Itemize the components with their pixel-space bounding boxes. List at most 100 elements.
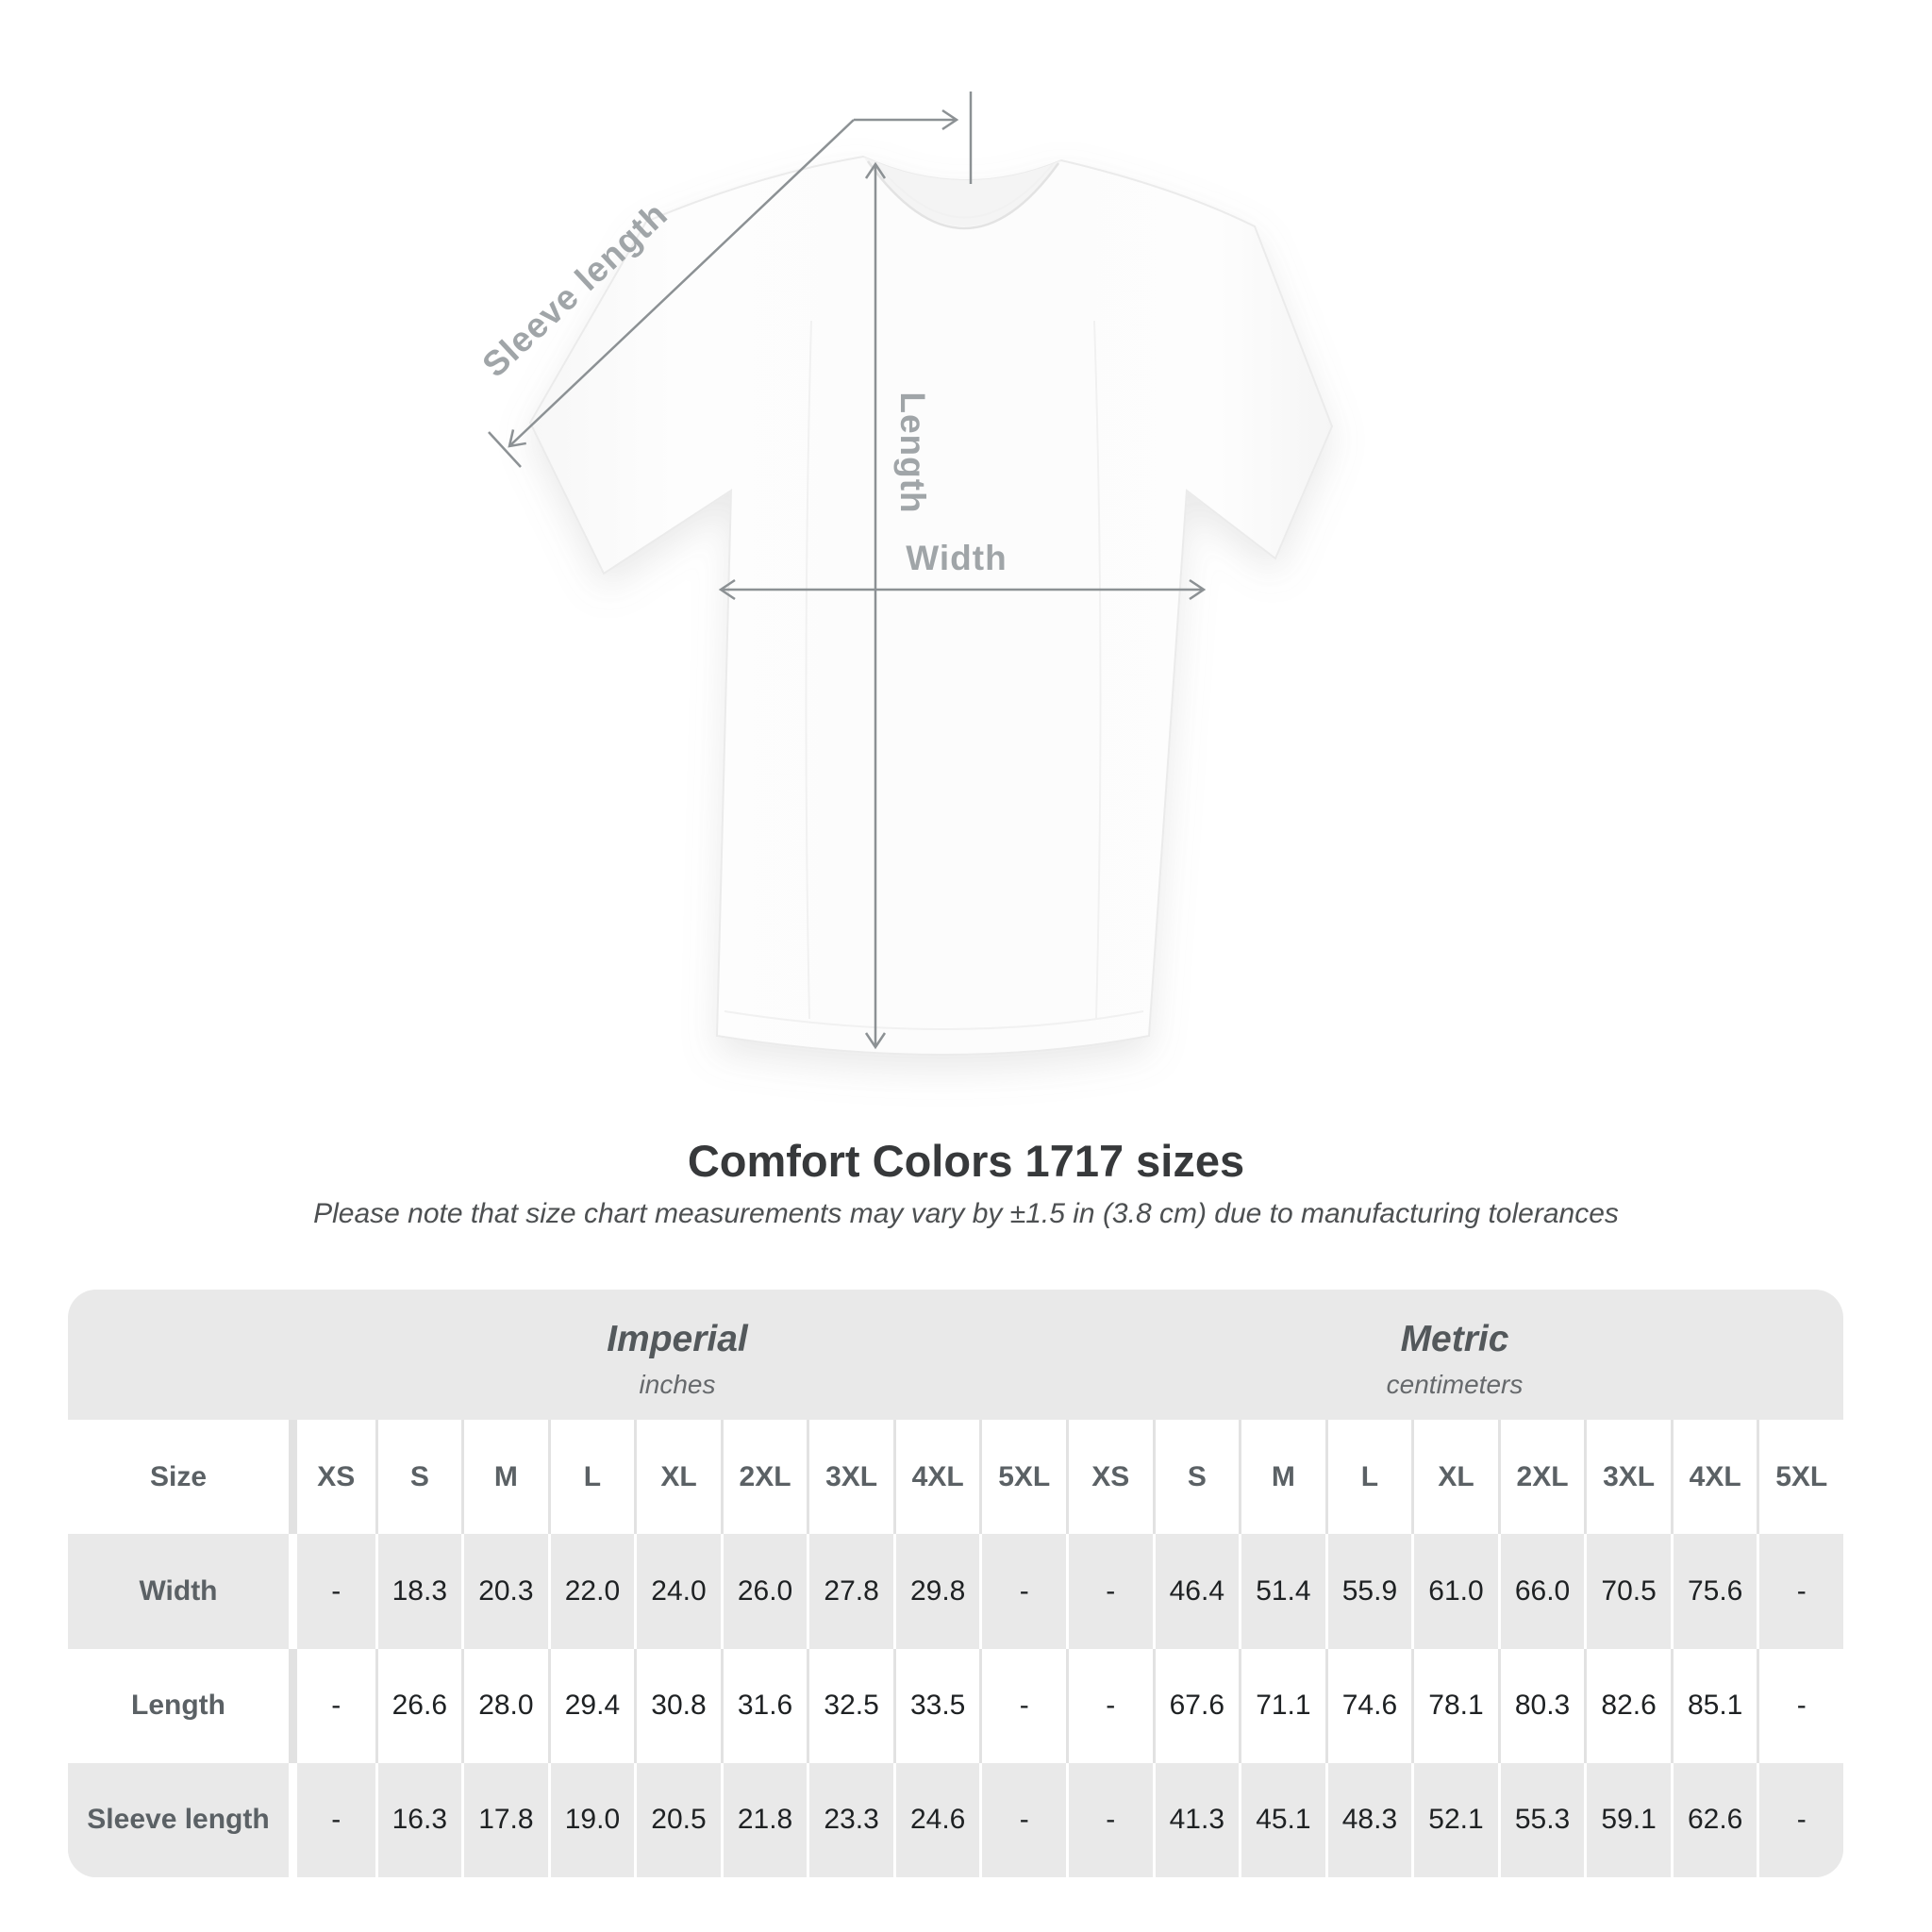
imperial-value-cell: 27.8 [807,1534,893,1649]
imperial-value-cell: 20.3 [461,1534,548,1649]
collar-band-seam [866,160,1060,230]
unit-group-headers: Imperial inches Metric centimeters [68,1290,1843,1420]
imperial-value-cell: 28.0 [461,1648,548,1763]
tshirt-measurement-diagram: Sleeve length Length Width [475,92,1334,1056]
metric-label: Metric [1400,1319,1509,1359]
metric-value-cell: 55.3 [1497,1762,1585,1877]
collar-inner-line [874,161,1054,219]
imperial-value-cell: - [979,1648,1066,1763]
imperial-group-header: Imperial inches [289,1309,1066,1400]
metric-size-header: L [1324,1420,1412,1535]
metric-value-cell: 55.9 [1324,1534,1412,1649]
imperial-value-cell: - [979,1534,1066,1649]
metric-value-cell: 48.3 [1324,1762,1412,1877]
sleeve-length-arrow [508,119,855,448]
imperial-value-cell: - [289,1534,375,1649]
imperial-value-cell: 26.0 [720,1534,808,1649]
imperial-value-cell: 24.6 [892,1762,980,1877]
metric-value-cell: 82.6 [1584,1648,1671,1763]
imperial-value-cell: 31.6 [720,1648,808,1763]
imperial-value-cell: 24.0 [634,1534,721,1649]
metric-value-cell: 67.6 [1152,1648,1240,1763]
row-label: Width [68,1534,289,1649]
metric-group-header: Metric centimeters [1066,1309,1843,1400]
metric-size-header: XS [1066,1420,1153,1535]
imperial-value-cell: 30.8 [634,1648,721,1763]
size-header-cell: Size [68,1420,289,1535]
imperial-value-cell: 17.8 [461,1762,548,1877]
row-label: Length [68,1648,289,1763]
metric-value-cell: 46.4 [1152,1534,1240,1649]
imperial-value-cell: - [979,1762,1066,1877]
imperial-size-header: 2XL [720,1420,808,1535]
imperial-size-header: S [375,1420,462,1535]
metric-value-cell: - [1757,1762,1843,1877]
width-label: Width [906,539,1007,577]
metric-value-cell: 66.0 [1497,1534,1585,1649]
metric-value-cell: 51.4 [1239,1534,1325,1649]
metric-value-cell: - [1066,1648,1153,1763]
imperial-value-cell: 21.8 [720,1762,808,1877]
imperial-value-cell: 20.5 [634,1762,721,1877]
imperial-size-header: XS [289,1420,375,1535]
metric-value-cell: 52.1 [1411,1762,1498,1877]
imperial-value-cell: - [289,1762,375,1877]
imperial-unit: inches [639,1370,716,1399]
metric-value-cell: 80.3 [1497,1648,1585,1763]
metric-value-cell: 59.1 [1584,1762,1671,1877]
imperial-value-cell: 26.6 [375,1648,462,1763]
tshirt-illustration [528,155,1334,1056]
metric-size-header: 5XL [1757,1420,1843,1535]
metric-value-cell: - [1757,1534,1843,1649]
metric-value-cell: 85.1 [1670,1648,1757,1763]
metric-size-header: 3XL [1584,1420,1671,1535]
fabric-crease [1093,320,1102,1020]
size-table-panel: Imperial inches Metric centimeters Size X… [68,1290,1843,1877]
metric-size-header: 2XL [1497,1420,1585,1535]
imperial-label: Imperial [607,1319,748,1359]
metric-value-cell: 74.6 [1324,1648,1412,1763]
metric-value-cell: 78.1 [1411,1648,1498,1763]
imperial-value-cell: 16.3 [375,1762,462,1877]
imperial-value-cell: - [289,1648,375,1763]
width-annotation: Width [718,539,1207,601]
tolerance-note: Please note that size chart measurements… [313,1198,1619,1229]
metric-value-cell: 61.0 [1411,1534,1498,1649]
metric-size-header: M [1239,1420,1325,1535]
metric-value-cell: - [1066,1534,1153,1649]
metric-unit: centimeters [1386,1370,1524,1399]
row-label: Sleeve length [68,1762,289,1877]
metric-value-cell: 71.1 [1239,1648,1325,1763]
metric-size-header: 4XL [1670,1420,1757,1535]
fabric-crease [805,320,812,1020]
metric-value-cell: - [1757,1648,1843,1763]
collar-opening [863,157,1061,227]
imperial-value-cell: 29.8 [892,1534,980,1649]
sleeve-end-tick [488,431,522,468]
length-annotation: Length [864,161,932,1050]
imperial-value-cell: 19.0 [547,1762,635,1877]
metric-value-cell: 70.5 [1584,1534,1671,1649]
metric-value-cell: 41.3 [1152,1762,1240,1877]
imperial-value-cell: 18.3 [375,1534,462,1649]
imperial-size-header: 5XL [979,1420,1066,1535]
page-title: Comfort Colors 1717 sizes [687,1136,1245,1186]
imperial-size-header: 4XL [892,1420,980,1535]
metric-value-cell: - [1066,1762,1153,1877]
size-grid: Size XS S M L XL 2XL 3XL 4XL 5XL XS S M L XL 2XL 3XL 4XL 5… [68,1420,1843,1877]
imperial-size-header: 3XL [807,1420,893,1535]
imperial-value-cell: 33.5 [892,1648,980,1763]
tshirt-silhouette [528,155,1334,1056]
metric-size-header: XL [1411,1420,1498,1535]
imperial-size-header: M [461,1420,548,1535]
imperial-value-cell: 23.3 [807,1762,893,1877]
metric-size-header: S [1152,1420,1240,1535]
imperial-size-header: L [547,1420,635,1535]
metric-value-cell: 45.1 [1239,1762,1325,1877]
metric-value-cell: 62.6 [1670,1762,1757,1877]
length-label: Length [893,391,932,513]
imperial-value-cell: 22.0 [547,1534,635,1649]
hem-stitch-line [724,1010,1144,1030]
metric-value-cell: 75.6 [1670,1534,1757,1649]
